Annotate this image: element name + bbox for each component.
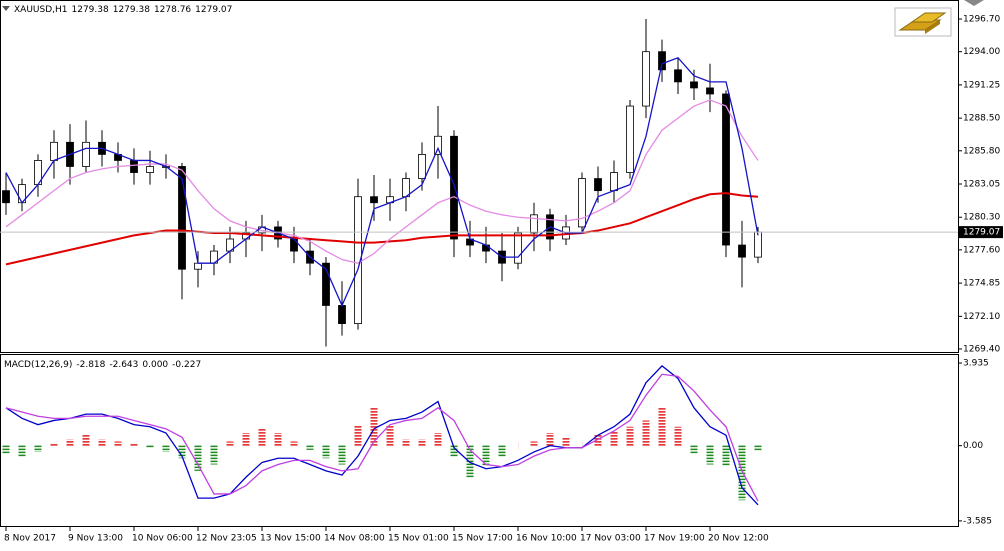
y-tick-label: -3.585 — [963, 516, 992, 526]
candle-body — [338, 305, 346, 324]
panel-title: XAUUSD,H1 — [14, 5, 68, 15]
y-tick-label: 0.00 — [963, 441, 983, 451]
x-tick-label: 9 Nov 13:00 — [68, 534, 123, 544]
header-value: 1278.76 — [154, 5, 191, 15]
indicator-line — [5, 364, 759, 506]
candle-body — [706, 87, 714, 95]
candle-body — [530, 214, 538, 234]
indicator-line — [5, 373, 759, 502]
candle-body — [594, 178, 602, 192]
x-tick-label: 20 Nov 12:00 — [708, 534, 769, 544]
x-tick-label: 8 Nov 2017 — [4, 534, 56, 544]
header-value: 0.000 — [142, 360, 168, 370]
y-tick-label: 1274.85 — [963, 279, 1000, 289]
candle-body — [146, 166, 154, 173]
last-price-tag — [959, 226, 1003, 239]
x-tick-label: 12 Nov 23:05 — [196, 534, 257, 544]
indicator-line — [5, 99, 759, 264]
candle-body — [178, 166, 186, 270]
candle-body — [722, 93, 730, 246]
candle-body — [642, 51, 650, 107]
last-price-label: 1279.07 — [963, 228, 1000, 238]
scroll-marker — [964, 0, 984, 6]
candle-body — [2, 190, 10, 204]
panel-header: XAUUSD,H1 1279.38 1279.38 1278.76 1279.07 — [14, 5, 232, 15]
candle-body — [674, 69, 682, 83]
candle-body — [194, 262, 202, 270]
candle-body — [690, 81, 698, 89]
x-tick-label: 14 Nov 08:00 — [324, 534, 385, 544]
candle-body — [402, 178, 410, 198]
x-tick-label: 13 Nov 15:00 — [260, 534, 321, 544]
candle-body — [130, 160, 138, 173]
y-tick-label: 1277.60 — [963, 245, 1000, 255]
y-tick-label: 3.935 — [963, 359, 989, 369]
x-tick-label: 15 Nov 17:00 — [452, 534, 513, 544]
header-value: -2.643 — [109, 360, 138, 370]
candle-body — [626, 105, 634, 173]
indicator-line — [5, 192, 759, 266]
main-panel-frame — [0, 0, 959, 353]
y-tick-label: 1269.40 — [963, 344, 1000, 354]
candle-body — [754, 231, 762, 258]
gold-icon — [894, 7, 952, 37]
header-value: 1279.38 — [72, 5, 109, 15]
collapse-arrow[interactable] — [2, 6, 10, 11]
candle-body — [578, 178, 586, 228]
candle-body — [610, 172, 618, 192]
y-tick-label: 1280.30 — [963, 213, 1000, 223]
x-tick-label: 17 Nov 19:00 — [644, 534, 705, 544]
y-tick-label: 1283.05 — [963, 180, 1000, 190]
y-tick-label: 1294.00 — [963, 47, 1000, 57]
x-tick-label: 15 Nov 01:00 — [388, 534, 449, 544]
candle-body — [418, 153, 426, 179]
indicator-line — [5, 56, 759, 308]
x-tick-label: 16 Nov 10:00 — [516, 534, 577, 544]
y-tick-label: 1272.10 — [963, 312, 1000, 322]
candle-body — [82, 141, 90, 167]
candle-body — [738, 244, 746, 258]
macd-panel-frame — [0, 354, 959, 527]
x-tick-label: 17 Nov 03:00 — [580, 534, 641, 544]
y-tick-label: 1288.50 — [963, 114, 1000, 124]
header-value: -2.818 — [76, 360, 105, 370]
header-value: 1279.38 — [113, 5, 150, 15]
y-tick-label: 1296.70 — [963, 15, 1000, 25]
x-tick-label: 10 Nov 06:00 — [132, 534, 193, 544]
y-tick-label: 1291.25 — [963, 80, 1000, 90]
candle-body — [354, 196, 362, 324]
panel-title: MACD(12,26,9) — [4, 360, 72, 370]
candle-body — [514, 232, 522, 264]
candle-body — [322, 262, 330, 306]
header-value: -0.227 — [172, 360, 201, 370]
candle-body — [50, 141, 58, 161]
candle-body — [370, 196, 378, 204]
candle-body — [658, 51, 666, 71]
header-value: 1279.07 — [195, 5, 232, 15]
candle-body — [450, 135, 458, 240]
panel-header: MACD(12,26,9) -2.818 -2.643 0.000 -0.227 — [4, 360, 201, 370]
y-tick-label: 1285.80 — [963, 146, 1000, 156]
candle-body — [482, 244, 490, 252]
candle-body — [434, 135, 442, 155]
